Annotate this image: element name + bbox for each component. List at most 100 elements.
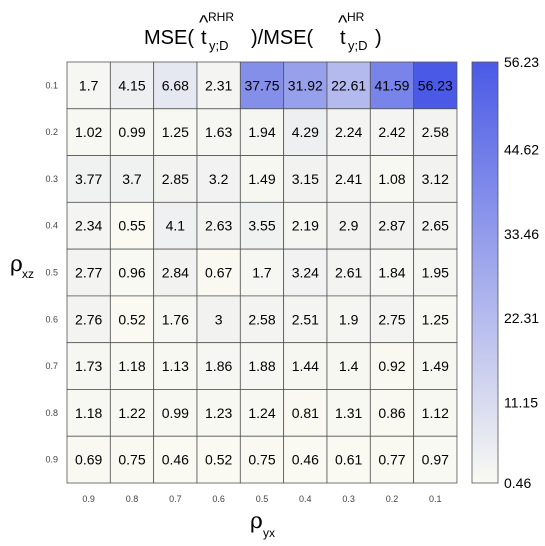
heatmap-cell <box>66 342 111 390</box>
heatmap-cell <box>196 435 241 484</box>
heatmap-cell <box>239 435 285 484</box>
heatmap-cell-value: 0.99 <box>118 124 145 140</box>
heatmap-cell <box>283 295 328 344</box>
heatmap-cell-value: 1.63 <box>205 124 232 140</box>
x-tick-label: 0.3 <box>342 494 355 504</box>
heatmap-cell <box>109 435 155 484</box>
heatmap-cell-value: 0.75 <box>248 452 275 468</box>
heatmap-cell-value: 0.46 <box>292 452 319 468</box>
x-tick-label: 0.9 <box>82 494 95 504</box>
heatmap-cell-value: 2.75 <box>378 311 405 327</box>
heatmap-cell-value: 1.18 <box>118 358 145 374</box>
heatmap-cell <box>66 61 111 110</box>
heatmap-cell <box>239 155 285 203</box>
heatmap-cell-value: 1.13 <box>162 358 189 374</box>
x-axis-label: ρ yx <box>250 509 275 540</box>
heatmap-cell-value: 1.88 <box>248 358 275 374</box>
heatmap-cell-value: 1.23 <box>205 405 232 421</box>
heatmap-cell <box>196 61 241 110</box>
heatmap-cell-value: 3.24 <box>292 265 319 281</box>
colorbar-tick-label: 44.62 <box>504 142 539 158</box>
heatmap-cell <box>239 389 285 437</box>
x-tick-label: 0.4 <box>299 494 312 504</box>
heatmap-cell-value: 41.59 <box>374 77 409 93</box>
heatmap-cell-value: 1.7 <box>252 265 272 281</box>
title-den-sup: HR <box>347 10 365 24</box>
heatmap-cell <box>196 389 241 437</box>
heatmap-cell-value: 6.68 <box>162 77 189 93</box>
heatmap-cell-value: 1.18 <box>75 405 102 421</box>
heatmap-cell-value: 2.31 <box>205 77 232 93</box>
heatmap-cell-labels: 1.7 4.15 6.68 2.31 37.75 31.92 22.61 41.59 56.23… <box>75 77 453 467</box>
heatmap-cell <box>413 155 458 203</box>
y-tick-label: 0.6 <box>45 314 58 324</box>
heatmap-cell <box>283 61 328 110</box>
heatmap-cell-value: 3.15 <box>292 171 319 187</box>
heatmap-cell <box>413 435 458 484</box>
heatmap-cell-value: 3.12 <box>422 171 449 187</box>
title-suffix: ) <box>375 27 382 49</box>
heatmap-cell-value: 2.65 <box>422 218 449 234</box>
heatmap-cell-value: 2.58 <box>248 311 275 327</box>
heatmap-cell-value: 3.55 <box>248 218 275 234</box>
colorbar-tick-labels: 0.46 11.15 22.31 33.46 44.62 56.23 <box>504 54 539 491</box>
heatmap-cell-value: 1.84 <box>378 265 405 281</box>
heatmap-cell-value: 0.52 <box>205 452 232 468</box>
heatmap-cell-value: 3.7 <box>122 171 142 187</box>
heatmap-cell-value: 0.67 <box>205 265 232 281</box>
heatmap-cell-value: 2.87 <box>378 218 405 234</box>
x-axis-subscript: yx <box>263 526 275 540</box>
heatmap-cell-value: 2.9 <box>339 218 359 234</box>
colorbar-tick-label: 22.31 <box>504 310 539 326</box>
colorbar-tick-label: 0.46 <box>504 475 531 491</box>
title-num-hat: ^ <box>199 12 209 34</box>
heatmap-cell-value: 2.84 <box>162 265 189 281</box>
heatmap-cell-value: 56.23 <box>418 77 453 93</box>
x-tick-label: 0.8 <box>126 494 139 504</box>
heatmap-cell-value: 0.77 <box>378 452 405 468</box>
heatmap-cell <box>369 61 415 110</box>
heatmap-cell <box>413 108 458 156</box>
colorbar-tick-label: 11.15 <box>504 394 538 410</box>
heatmap-cell-value: 4.29 <box>292 124 319 140</box>
y-tick-label: 0.2 <box>45 127 58 137</box>
heatmap-cell-value: 0.99 <box>162 405 189 421</box>
heatmap-cell <box>66 108 111 156</box>
x-tick-label: 0.7 <box>169 494 182 504</box>
heatmap-cell <box>326 248 371 297</box>
title-num-t: t <box>201 27 207 49</box>
y-tick-labels: 0.1 0.2 0.3 0.4 0.5 0.6 0.7 0.8 0.9 <box>45 80 58 464</box>
heatmap-cell <box>153 248 198 297</box>
title-prefix: MSE( <box>144 27 194 49</box>
heatmap-cell <box>66 435 111 484</box>
heatmap-cell-value: 2.58 <box>422 124 449 140</box>
heatmap-cell-value: 2.24 <box>335 124 362 140</box>
heatmap-cell-value: 1.76 <box>162 311 189 327</box>
y-tick-label: 0.1 <box>45 80 58 90</box>
heatmap-cell <box>153 201 198 250</box>
heatmap-cell-value: 0.86 <box>378 405 405 421</box>
heatmap-cell-value: 4.1 <box>166 218 186 234</box>
title-mid: )/MSE( <box>251 27 314 49</box>
heatmap-cell-value: 3.2 <box>209 171 229 187</box>
heatmap-cell <box>109 155 155 203</box>
y-tick-label: 0.7 <box>45 361 58 371</box>
heatmap-cell-value: 2.42 <box>378 124 405 140</box>
heatmap-cell <box>326 61 371 110</box>
x-axis-symbol: ρ <box>250 509 263 534</box>
heatmap-cell-value: 1.7 <box>79 77 99 93</box>
heatmap-cell <box>413 389 458 437</box>
heatmap-cell <box>153 155 198 203</box>
heatmap-cell-value: 1.95 <box>422 265 449 281</box>
heatmap-cell-value: 1.73 <box>75 358 102 374</box>
y-tick-label: 0.4 <box>45 221 58 231</box>
heatmap-cell <box>66 155 111 203</box>
heatmap-cell-value: 0.46 <box>162 452 189 468</box>
heatmap-cell-value: 37.75 <box>244 77 279 93</box>
heatmap-cell <box>153 435 198 484</box>
heatmap-cell <box>413 201 458 250</box>
heatmap-cell-value: 1.24 <box>248 405 275 421</box>
heatmap-cell <box>283 248 328 297</box>
heatmap-cell-value: 1.08 <box>378 171 405 187</box>
heatmap-cell <box>369 248 415 297</box>
